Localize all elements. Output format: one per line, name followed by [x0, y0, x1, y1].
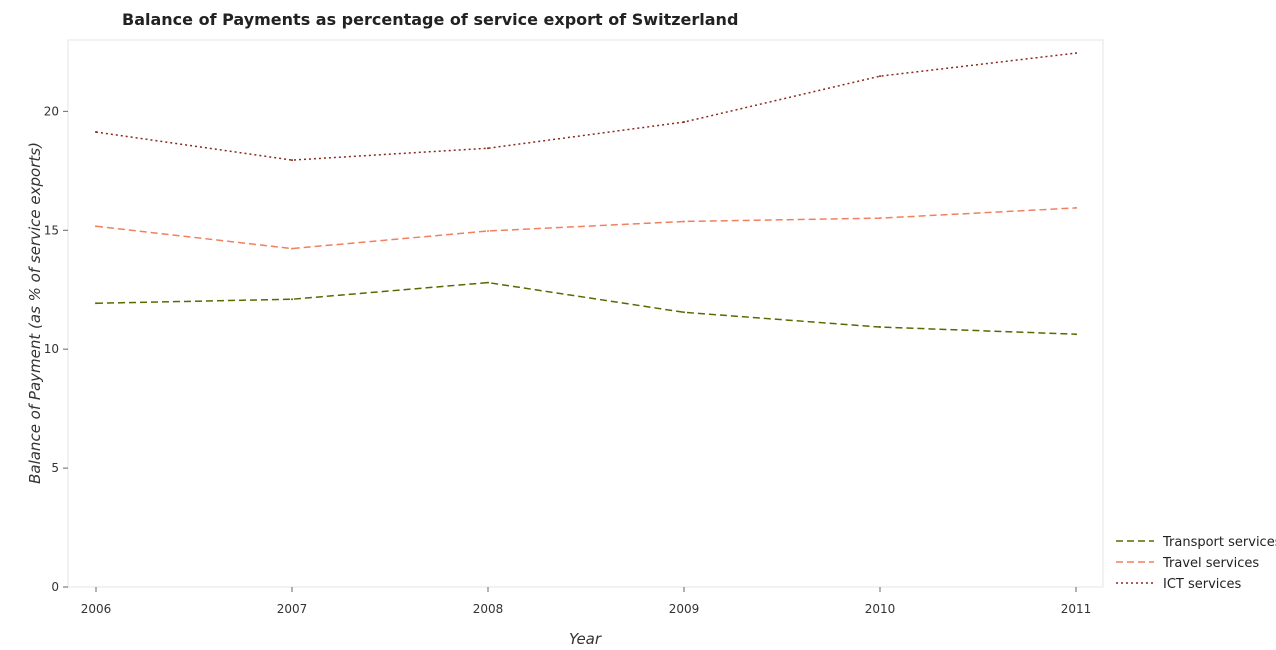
y-axis: 0 5 10 15 20 [44, 104, 68, 594]
x-axis: 2006 2007 2008 2009 2010 2011 [81, 587, 1092, 616]
data-point [1075, 206, 1077, 209]
data-point [291, 298, 293, 301]
x-tick-label: 2011 [1061, 602, 1092, 616]
data-point [95, 131, 97, 134]
y-tick-label: 15 [44, 223, 59, 237]
series-line-travel-services [95, 207, 1077, 250]
data-point [879, 217, 881, 220]
data-point [291, 159, 293, 162]
plot-area [67, 39, 1104, 588]
y-tick-label: 5 [51, 461, 59, 475]
legend: Transport services Travel services ICT ser… [1116, 535, 1276, 592]
data-point [879, 326, 881, 329]
legend-label: Transport services [1162, 535, 1276, 550]
data-point [683, 121, 685, 124]
legend-label: Travel services [1162, 556, 1259, 571]
data-point [1075, 333, 1077, 336]
y-axis-label: Balance of Payment (as % of service expo… [26, 142, 44, 484]
series-line-ict-services [95, 52, 1077, 161]
x-tick-label: 2009 [669, 602, 700, 616]
data-point [291, 247, 293, 250]
data-point [95, 225, 97, 228]
data-point [487, 281, 489, 284]
data-point [487, 229, 489, 232]
x-tick-label: 2007 [277, 602, 308, 616]
data-point [95, 302, 97, 305]
data-point [683, 220, 685, 223]
y-tick-label: 0 [51, 580, 59, 594]
data-point [487, 147, 489, 150]
series-line-transport-services [95, 281, 1077, 335]
x-tick-label: 2010 [865, 602, 896, 616]
series-group [95, 52, 1077, 336]
x-axis-label: Year [569, 630, 602, 648]
x-tick-label: 2008 [473, 602, 504, 616]
data-point [683, 311, 685, 314]
data-point [1075, 52, 1077, 55]
y-tick-label: 10 [44, 342, 59, 356]
y-tick-label: 20 [44, 104, 59, 118]
x-tick-label: 2006 [81, 602, 112, 616]
legend-label: ICT services [1163, 577, 1242, 592]
chart-title: Balance of Payments as percentage of ser… [122, 10, 738, 29]
data-point [879, 75, 881, 78]
